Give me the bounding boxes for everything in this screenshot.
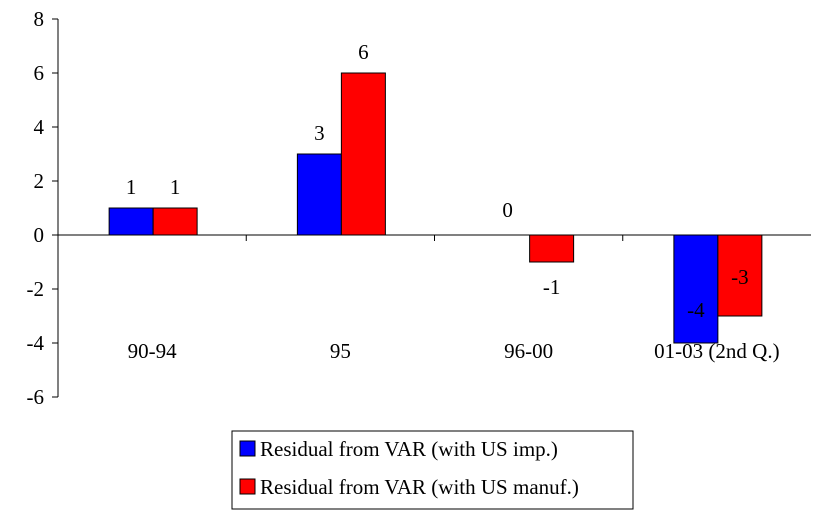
data-label: 6	[358, 40, 369, 64]
y-tick-label: 2	[34, 169, 45, 193]
legend: Residual from VAR (with US imp.) Residual…	[231, 430, 634, 510]
y-axis: 8 6 4 2 0 -2 -4 -6	[27, 7, 59, 409]
legend-box	[231, 430, 634, 510]
y-tick-label: 0	[34, 223, 45, 247]
legend-label: Residual from VAR (with US imp.)	[260, 437, 558, 461]
bar	[152, 207, 198, 236]
y-tick-label: 4	[34, 115, 45, 139]
category-label: 96-00	[504, 339, 553, 363]
data-labels: 1 3 0 -4 1 6 -1 -3	[126, 40, 749, 322]
data-label: 3	[314, 121, 325, 145]
data-label: 1	[126, 175, 137, 199]
bar	[529, 234, 575, 263]
bar	[340, 72, 386, 236]
legend-swatch	[239, 440, 256, 457]
y-tick-label: 6	[34, 61, 45, 85]
category-label: 90-94	[128, 339, 177, 363]
bar	[673, 234, 719, 344]
category-label: 01-03 (2nd Q.)	[654, 339, 779, 363]
legend-swatch	[239, 478, 256, 495]
data-label: 0	[502, 198, 513, 222]
data-label: -4	[687, 298, 705, 322]
data-label: -1	[543, 275, 561, 299]
bar	[296, 153, 342, 236]
y-tick-label: -4	[27, 331, 45, 355]
y-tick-label: -6	[27, 385, 45, 409]
y-tick-label: -2	[27, 277, 45, 301]
bar	[108, 207, 154, 236]
category-label: 95	[330, 339, 351, 363]
data-label: -3	[731, 265, 749, 289]
bars	[108, 72, 763, 344]
y-tick-label: 8	[34, 7, 45, 31]
legend-label: Residual from VAR (with US manuf.)	[260, 475, 579, 499]
data-label: 1	[170, 175, 181, 199]
bar	[717, 234, 763, 317]
category-labels: 90-94 95 96-00 01-03 (2nd Q.)	[128, 339, 780, 363]
